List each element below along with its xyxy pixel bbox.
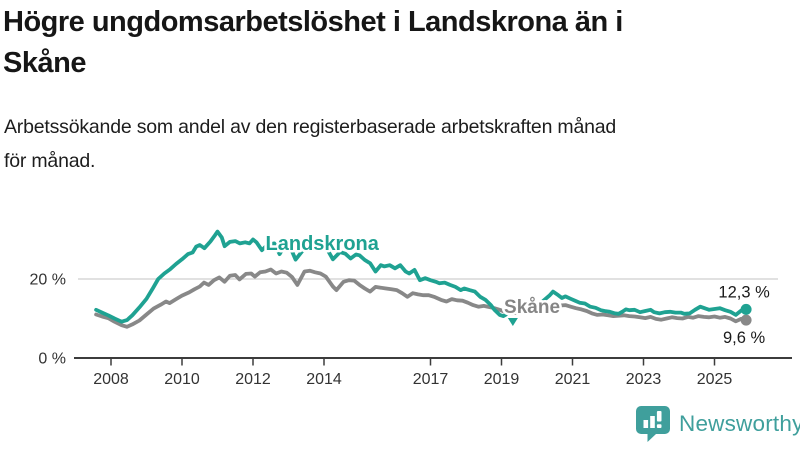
x-tick-label: 2021 [555,371,591,388]
line-chart-area: 20 % 0 % 2008 2010 2012 2014 2017 2019 2021 2023 2… [0,212,800,404]
y-tick-label: 0 % [38,351,66,368]
y-tick-label: 20 % [30,272,66,289]
series-line-skåne [94,267,748,329]
x-tick-label: 2008 [93,371,129,388]
x-tick-label: 2010 [164,371,200,388]
x-tick-label: 2017 [413,371,449,388]
end-dot-skåne [740,314,752,326]
series-label-landskrona: Landskrona [266,233,380,255]
page-title: Högre ungdomsarbetslöshet i Landskrona ä… [3,2,793,84]
x-tick-label: 2012 [235,371,271,388]
chart-subtitle-line-2: för månad. [4,149,96,172]
line-chart: 20 % 0 % 2008 2010 2012 2014 2017 2019 2021 2023 2… [30,229,792,388]
chart-subtitle: Arbetssökande som andel av den registerb… [4,111,793,178]
series-line-landskrona [94,229,509,324]
newsworthy-logo-text: Newsworthy [679,411,800,436]
series-label-skåne: Skåne [504,297,560,318]
newsworthy-logo[interactable]: Newsworthy [635,405,800,443]
series-break-marker [507,318,518,327]
x-tick-label: 2014 [306,371,342,388]
series-line-landskrona [541,289,748,317]
end-value-label-skåne: 9,6 % [723,329,766,347]
chart-header: Högre ungdomsarbetslöshet i Landskrona ä… [3,2,793,178]
x-tick-label: 2019 [484,371,520,388]
chart-subtitle-line-1: Arbetssökande som andel av den registerb… [4,116,617,139]
end-dot-landskrona [740,303,752,315]
end-value-label-landskrona: 12,3 % [718,283,770,301]
x-tick-label: 2025 [697,371,733,388]
x-tick-label: 2023 [626,371,662,388]
newsworthy-bar-chart-icon [636,406,670,442]
page-title-line-1: Högre ungdomsarbetslöshet i Landskrona ä… [3,6,623,38]
page-title-line-2: Skåne [3,47,86,80]
